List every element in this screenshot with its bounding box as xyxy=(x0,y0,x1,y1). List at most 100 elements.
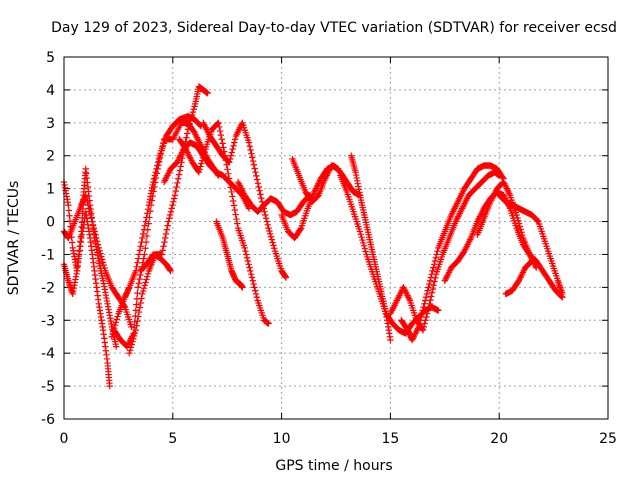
data-point xyxy=(159,143,166,150)
data-point xyxy=(220,144,227,151)
data-point xyxy=(175,175,182,182)
data-point xyxy=(215,119,222,127)
data-point xyxy=(173,183,180,191)
data-point xyxy=(149,192,156,200)
data-point xyxy=(517,226,524,233)
data-point xyxy=(142,238,150,246)
data-point xyxy=(172,187,179,195)
y-tick-label: 3 xyxy=(46,116,55,132)
data-point xyxy=(190,106,197,113)
data-point xyxy=(430,261,438,268)
data-point xyxy=(229,197,237,205)
data-point xyxy=(137,243,144,250)
data-point xyxy=(111,322,119,329)
data-point xyxy=(151,179,159,186)
data-point xyxy=(230,142,237,150)
data-point xyxy=(356,228,364,235)
data-point xyxy=(156,158,163,165)
data-point xyxy=(132,307,140,314)
data-point xyxy=(184,126,192,133)
data-point xyxy=(139,290,146,298)
data-point xyxy=(419,326,427,334)
data-point xyxy=(360,239,367,247)
data-point xyxy=(138,295,145,302)
data-point xyxy=(67,223,74,230)
data-point xyxy=(154,165,161,173)
data-point xyxy=(200,151,208,159)
data-point xyxy=(225,175,233,182)
data-point xyxy=(163,226,171,233)
data-point xyxy=(136,304,144,311)
y-tick-label: 5 xyxy=(46,50,55,66)
data-point xyxy=(334,165,342,173)
data-point xyxy=(427,274,435,281)
data-point xyxy=(148,197,156,204)
data-point xyxy=(174,179,181,187)
data-point xyxy=(68,239,76,246)
data-point xyxy=(134,317,141,325)
data-point xyxy=(250,280,257,288)
data-point xyxy=(157,150,165,158)
axis-ticks xyxy=(63,56,609,420)
data-point xyxy=(245,261,252,268)
data-point xyxy=(144,270,152,277)
data-point xyxy=(271,245,278,252)
x-tick-label: 5 xyxy=(168,431,177,447)
data-point xyxy=(100,261,107,269)
data-point xyxy=(134,289,141,297)
data-point xyxy=(145,220,152,227)
data-point xyxy=(428,271,435,278)
data-point xyxy=(257,191,264,198)
data-point xyxy=(160,243,167,250)
data-point xyxy=(134,259,141,266)
data-point xyxy=(244,257,252,265)
data-point xyxy=(513,211,520,219)
data-point xyxy=(168,205,175,212)
data-point xyxy=(161,238,168,246)
data-point xyxy=(66,217,74,225)
data-point xyxy=(417,317,424,324)
data-point xyxy=(297,226,304,233)
data-point xyxy=(144,273,151,280)
data-point xyxy=(99,259,107,266)
data-point xyxy=(133,263,140,270)
data-point xyxy=(130,335,137,342)
grid-lines xyxy=(64,57,608,419)
data-point xyxy=(362,248,369,255)
data-point xyxy=(426,277,434,284)
data-point xyxy=(65,207,73,214)
y-tick-label: -3 xyxy=(41,313,55,329)
data-point xyxy=(199,154,207,161)
data-point xyxy=(142,245,149,252)
data-point xyxy=(431,257,439,265)
data-point xyxy=(519,231,526,239)
data-point xyxy=(227,152,235,159)
data-point xyxy=(132,326,140,334)
data-point xyxy=(430,282,437,289)
data-point xyxy=(265,224,272,232)
data-point xyxy=(170,198,177,205)
data-point xyxy=(527,258,535,266)
x-tick-label: 25 xyxy=(599,431,617,447)
data-point xyxy=(155,161,162,169)
data-point xyxy=(263,218,271,225)
data-point xyxy=(226,159,233,166)
y-tick-label: 2 xyxy=(46,149,55,165)
data-point xyxy=(139,287,147,295)
data-point xyxy=(534,217,541,224)
data-point xyxy=(170,195,178,202)
series-arc14 xyxy=(289,155,342,205)
data-point xyxy=(256,187,263,194)
data-point xyxy=(226,155,234,163)
data-point xyxy=(232,211,239,218)
data-point xyxy=(98,256,106,263)
y-tick-labels: 5 4 3 2 1 0 -1 -2 -3 -4 -5 -6 xyxy=(41,50,55,428)
data-point xyxy=(144,226,151,233)
data-point xyxy=(250,161,258,168)
data-point xyxy=(196,166,203,173)
data-point xyxy=(428,293,435,300)
data-point xyxy=(135,255,142,262)
data-point xyxy=(189,108,197,116)
data-point xyxy=(415,323,422,331)
data-point xyxy=(133,301,140,308)
